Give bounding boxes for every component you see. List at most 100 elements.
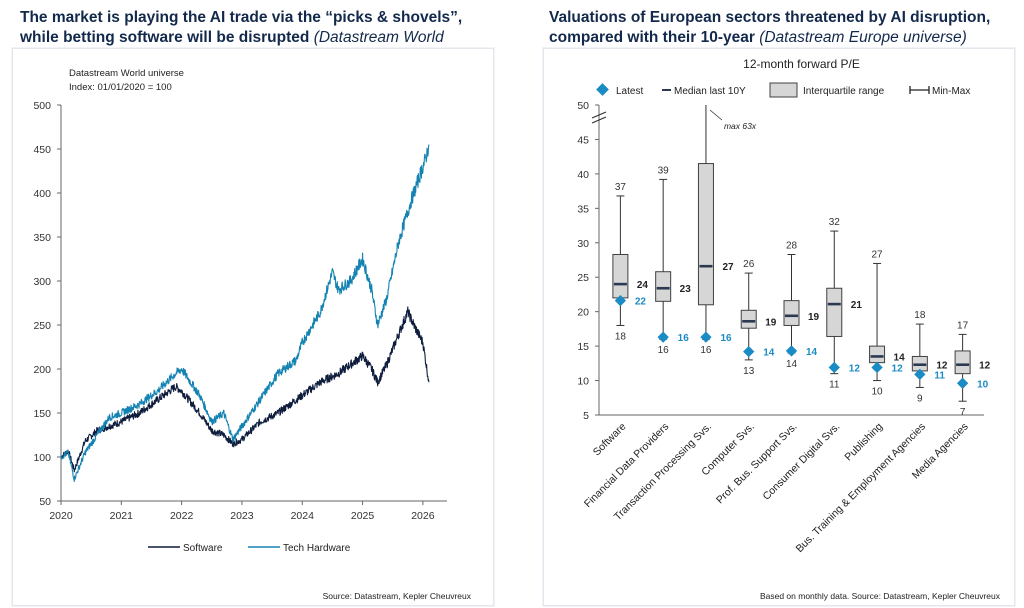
y-tick-label: 15 [577,341,589,353]
latest-marker [871,361,883,374]
latest-label: 16 [678,333,690,344]
iqr-box [655,271,672,302]
iqr-box [783,300,800,326]
iqr-box [612,253,629,299]
y-tick-label: 5 [583,410,589,422]
chart-note-index: Index: 01/01/2020 = 100 [69,82,172,93]
box-chart-subtitle: 12-month forward P/E [743,57,860,71]
right-source-note: Based on monthly data. Source: Datastrea… [759,591,1000,601]
min-label: 11 [829,380,840,391]
latest-label: 12 [892,363,904,374]
max-label: 26 [743,259,755,270]
x-tick-label: 2025 [351,510,375,522]
max-label: 39 [658,165,670,176]
x-tick-label: 2026 [411,510,435,522]
min-label: 9 [917,393,923,404]
legend-label-software: Software [183,543,223,554]
latest-label: 22 [635,297,647,308]
latest-label: 14 [806,347,818,358]
y-tick-label: 40 [577,169,589,181]
latest-marker [785,345,798,357]
max-label: 27 [871,249,883,260]
latest-label: 16 [720,333,732,344]
max-note-pointer [709,109,723,121]
x-tick-label: 2020 [49,510,73,522]
box-chart: 12-month forward P/E Latest Median last 10… [577,57,991,555]
y-tick-label: 350 [33,232,51,244]
iqr-box [869,345,886,364]
category-label: Prof. Bus. Support Svs. [714,421,800,507]
box-chart-panel: 12-month forward P/E Latest Median last 10… [543,48,1015,606]
line-series-software [60,306,430,473]
iqr-box [697,163,714,306]
y-tick-label: 50 [577,100,589,112]
right-chart-title: Valuations of European sectors threatene… [549,8,1019,48]
axis-break-mark [591,116,607,124]
y-tick-label: 300 [33,276,51,288]
left-title-main: The market is playing the AI trade via t… [20,9,463,46]
axis-break-mark [591,111,607,119]
y-tick-label: 20 [577,307,589,319]
latest-label: 10 [977,379,989,390]
y-tick-label: 10 [577,376,589,388]
min-label: 13 [743,366,755,377]
category-label: Publishing [842,421,885,464]
max-label: 32 [829,217,841,228]
min-label: 10 [871,387,883,398]
median-label: 12 [936,361,948,372]
line-chart: 50 100 150 200 250 300 350 400 450 500 2020 2021 202… [33,68,447,554]
max-label: 37 [615,182,627,193]
y-tick-label: 450 [33,144,51,156]
right-title-source: (Datastream Europe universe) [759,29,967,46]
median-label: 24 [637,280,649,291]
y-tick-label: 25 [577,272,589,284]
max-label: 17 [957,320,969,331]
legend-latest-marker [596,83,609,96]
y-tick-label: 100 [33,452,51,464]
y-tick-label: 500 [33,100,51,112]
legend-minmax-label: Min-Max [932,86,970,97]
latest-marker [700,331,712,343]
chart-note-universe: Datastream World universe [69,68,184,79]
left-source-note: Source: Datastream, Kepler Cheuvreux [322,591,471,601]
min-label: 16 [658,345,670,356]
x-tick-label: 2023 [230,510,254,522]
min-label: 16 [700,345,712,356]
y-tick-label: 50 [39,496,51,508]
legend-latest-label: Latest [616,86,643,97]
y-tick-label: 200 [33,364,51,376]
iqr-box [954,350,971,375]
latest-label: 11 [934,370,945,381]
y-tick-label: 35 [577,203,589,215]
y-tick-label: 30 [577,238,589,250]
y-tick-label: 250 [33,320,51,332]
latest-label: 12 [849,363,861,374]
y-tick-label: 45 [577,134,589,146]
iqr-box [740,309,757,329]
legend-label-tech-hardware: Tech Hardware [283,543,351,554]
median-label: 19 [808,312,820,323]
max-label: 28 [786,240,798,251]
legend-iqr-label: Interquartile range [803,86,885,97]
latest-marker [743,345,755,358]
latest-marker [914,368,926,381]
category-label: Financial Data Providers [582,421,671,510]
category-label: Software [591,421,629,459]
median-label: 27 [722,262,734,273]
x-tick-label: 2021 [110,510,134,522]
median-label: 23 [680,284,692,295]
line-chart-panel: 50 100 150 200 250 300 350 400 450 500 2020 2021 202… [12,48,494,606]
legend-iqr-marker [769,82,798,98]
median-label: 14 [894,352,906,363]
line-series-tech-hardware [60,144,430,483]
max-label: 18 [914,310,926,321]
iqr-box [826,287,843,337]
median-label: 21 [851,300,863,311]
latest-marker [614,294,627,307]
latest-marker [956,377,969,389]
min-label: 18 [615,331,627,342]
min-label: 7 [960,407,966,418]
legend-median-label: Median last 10Y [674,86,746,97]
right-title-main: Valuations of European sectors threatene… [549,9,991,46]
median-label: 12 [979,361,991,372]
